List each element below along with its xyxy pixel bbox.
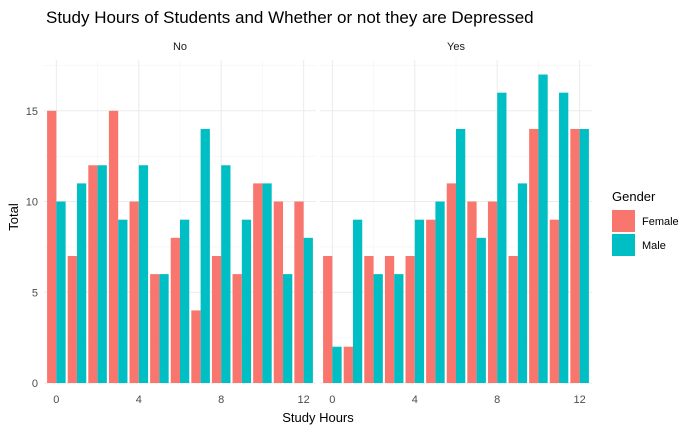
x-tick-label: 12 — [574, 394, 586, 406]
x-axis-title: Study Hours — [282, 410, 354, 425]
y-tick-label: 0 — [32, 378, 38, 390]
bar-male — [180, 219, 190, 383]
bar-female — [570, 128, 580, 383]
bar-male — [579, 128, 589, 383]
bar-male — [517, 183, 528, 383]
bar-male — [159, 274, 169, 383]
bar-male — [97, 165, 107, 383]
y-axis-title: Total — [6, 203, 21, 231]
x-tick-label: 0 — [53, 394, 59, 406]
bar-male — [303, 237, 313, 383]
facet-strip-label: No — [173, 41, 187, 53]
bar-female — [508, 255, 518, 383]
bar-male — [241, 219, 252, 383]
chart-title: Study Hours of Students and Whether or n… — [46, 8, 534, 27]
bar-female — [446, 183, 456, 383]
bar-female — [150, 274, 160, 383]
legend-label-female: Female — [642, 216, 679, 228]
facet-panel-yes: Yes 0 4 8 12 — [320, 41, 592, 406]
bar-female — [529, 128, 539, 383]
legend-title: Gender — [612, 189, 656, 204]
bar-male — [76, 183, 87, 383]
y-tick-label: 10 — [26, 197, 38, 209]
bar-male — [414, 219, 425, 383]
bar-male — [352, 219, 363, 383]
x-tick-label: 0 — [329, 394, 335, 406]
legend-swatch-male — [612, 234, 635, 256]
bar-male — [476, 237, 486, 383]
bar-female — [323, 255, 333, 383]
bar-female — [487, 201, 498, 383]
bar-female — [170, 237, 180, 383]
x-tick-label: 4 — [136, 394, 142, 406]
bar-male — [456, 128, 466, 383]
bar-female — [191, 310, 201, 383]
x-tick-label: 4 — [412, 394, 418, 406]
bar-female — [211, 255, 222, 383]
bar-male — [332, 346, 342, 383]
y-tick-label: 15 — [26, 106, 38, 118]
bar-female — [426, 219, 436, 383]
bar-female — [273, 201, 284, 383]
bar-female — [343, 346, 353, 383]
bar-male — [138, 165, 149, 383]
bar-female — [467, 201, 477, 383]
x-tick-label: 8 — [218, 394, 224, 406]
bar-female — [384, 255, 395, 383]
bar-female — [253, 183, 263, 383]
x-tick-label: 12 — [298, 394, 310, 406]
bar-female — [67, 255, 77, 383]
bar-male — [56, 201, 66, 383]
legend: Gender Female Male — [612, 189, 679, 256]
bar-female — [88, 165, 98, 383]
bar-female — [129, 201, 139, 383]
bar-male — [497, 92, 507, 383]
legend-swatch-female — [612, 210, 635, 232]
bar-male — [283, 274, 293, 383]
bar-male — [394, 274, 404, 383]
bar-male — [559, 92, 569, 383]
bar-male — [262, 183, 272, 383]
legend-label-male: Male — [642, 240, 666, 252]
bar-male — [118, 219, 128, 383]
bar-female — [405, 255, 415, 383]
bar-male — [200, 128, 210, 383]
bar-female — [108, 110, 119, 383]
bar-male — [538, 74, 548, 384]
bar-male — [435, 201, 445, 383]
x-tick-label: 8 — [494, 394, 500, 406]
bar-male — [221, 165, 231, 383]
bar-female — [549, 219, 560, 383]
bar-female — [294, 201, 304, 383]
bar-female — [232, 274, 242, 383]
y-tick-label: 5 — [32, 287, 38, 299]
facet-strip-label: Yes — [447, 41, 465, 53]
bar-female — [364, 255, 374, 383]
facet-panel-no: No 0 4 8 12 0 5 10 15 — [26, 41, 316, 406]
bar-male — [373, 274, 383, 383]
bar-female — [47, 110, 57, 383]
